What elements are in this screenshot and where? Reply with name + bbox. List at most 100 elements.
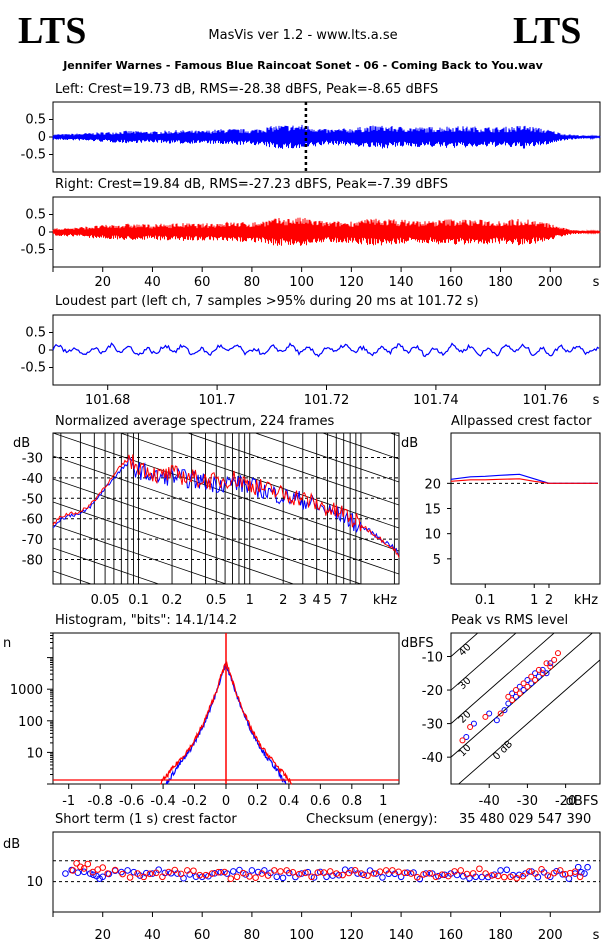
spectrum-slope-line bbox=[53, 0, 399, 91]
short-term-crest-point-left bbox=[273, 873, 281, 881]
short-term-crest-xtick-label: 180 bbox=[488, 928, 513, 943]
short-term-crest-point-right bbox=[69, 867, 77, 874]
short-term-crest-xtick-label: 20 bbox=[94, 928, 111, 943]
loudest-part-xtick-label: 101.72 bbox=[304, 393, 350, 408]
loudest-part-ytick-label: 0 bbox=[38, 343, 46, 358]
short-term-crest-point-right bbox=[119, 870, 126, 878]
short-term-crest-point-right bbox=[339, 871, 346, 879]
short-term-crest-point-right bbox=[413, 873, 421, 881]
short-term-crest-point-right bbox=[550, 869, 558, 877]
peak-rms-diagonal bbox=[451, 633, 594, 758]
peak-rms-point-left bbox=[535, 673, 542, 680]
file-title: Jennifer Warnes - Famous Blue Raincoat S… bbox=[63, 59, 543, 72]
peak-rms-point-right bbox=[516, 690, 523, 697]
loudest-part-title: Loudest part (left ch, 7 samples >95% du… bbox=[55, 294, 479, 309]
histogram-xtick-label: 0.6 bbox=[310, 794, 331, 809]
short-term-crest-point-right bbox=[177, 870, 185, 878]
short-term-crest-point-left bbox=[254, 868, 262, 876]
spectrum-slope-line bbox=[186, 433, 399, 506]
peak-rms-diagonal bbox=[457, 659, 600, 784]
spectrum-ylabel: dB bbox=[13, 436, 30, 451]
left-waveform-ytick-label: 0 bbox=[38, 130, 46, 145]
short-term-crest-point-right bbox=[202, 871, 210, 879]
allpass-crest-xtick-label: 0.1 bbox=[475, 593, 496, 608]
short-term-crest-point-right bbox=[420, 871, 427, 878]
spectrum-xtick-label: 2 bbox=[279, 593, 287, 608]
short-term-crest-point-right bbox=[382, 867, 390, 874]
short-term-crest-point-right bbox=[370, 870, 378, 877]
spectrum-slope-line bbox=[53, 203, 399, 321]
peak-rms-ytick-label: -10 bbox=[422, 650, 443, 665]
loudest-part-ytick-label: -0.5 bbox=[21, 361, 46, 376]
peak-rms-point-right bbox=[467, 723, 474, 730]
short-term-crest-point-right bbox=[239, 869, 247, 877]
short-term-crest-point-left bbox=[80, 868, 88, 876]
short-term-crest-point-right bbox=[463, 870, 471, 878]
left-waveform-ytick-label: 0.5 bbox=[25, 113, 46, 128]
histogram-xtick-label: 0 bbox=[222, 794, 230, 809]
checksum-label: Checksum (energy): bbox=[306, 812, 438, 827]
short-term-crest-xtick-label: 100 bbox=[289, 928, 314, 943]
right-waveform-trace bbox=[52, 217, 601, 246]
short-term-crest-point-left bbox=[298, 870, 305, 877]
peak-rms-point-right bbox=[535, 666, 542, 673]
spectrum-slope-line bbox=[321, 433, 399, 460]
short-term-crest-frame bbox=[52, 831, 601, 913]
histogram-xtick-label: 0.4 bbox=[279, 794, 300, 809]
short-term-crest-point-right bbox=[389, 867, 396, 874]
short-term-crest-point-right bbox=[376, 868, 384, 875]
allpass-crest-xunit: kHz bbox=[574, 593, 598, 608]
short-term-crest-point-left bbox=[379, 874, 386, 881]
spectrum-slope-line bbox=[53, 501, 295, 584]
peak-rms-xtick-label: -20 bbox=[555, 794, 576, 809]
peak-rms-point-right bbox=[520, 680, 527, 687]
histogram-xtick-label: -0.6 bbox=[119, 794, 144, 809]
histogram-title: Histogram, "bits": 14.1/14.2 bbox=[55, 613, 238, 628]
short-term-crest-point-left bbox=[341, 866, 349, 874]
short-term-crest-point-right bbox=[525, 868, 533, 875]
right-waveform-xtick-label: 160 bbox=[438, 275, 463, 290]
short-term-crest-point-left bbox=[316, 868, 324, 876]
allpass-crest-ytick-label: 20 bbox=[424, 477, 441, 492]
allpass-crest-xtick-label: 2 bbox=[545, 593, 553, 608]
short-term-crest-point-right bbox=[126, 874, 134, 881]
right-waveform-xtick-label: 60 bbox=[194, 275, 211, 290]
short-term-crest-xtick-label: 80 bbox=[244, 928, 261, 943]
short-term-crest-point-right bbox=[252, 874, 259, 881]
short-term-crest-point-right bbox=[146, 870, 154, 878]
spectrum-slope-line bbox=[53, 65, 399, 183]
allpass-crest-series-right bbox=[450, 478, 598, 484]
short-term-crest-point-left bbox=[372, 870, 380, 877]
short-term-crest-point-left bbox=[466, 874, 473, 882]
peak-rms-point-left bbox=[486, 710, 493, 717]
short-term-crest-point-right bbox=[171, 866, 179, 874]
short-term-crest-point-left bbox=[574, 863, 582, 871]
short-term-crest-point-right bbox=[326, 868, 334, 875]
histogram-xtick-label: 0.8 bbox=[341, 794, 362, 809]
short-term-crest-point-right bbox=[159, 873, 166, 881]
peak-rms-point-right bbox=[532, 676, 539, 683]
short-term-crest-point-right bbox=[482, 870, 489, 877]
short-term-crest-point-right bbox=[457, 867, 465, 874]
peak-rms-point-left bbox=[528, 680, 535, 687]
peak-rms-point-right bbox=[509, 697, 516, 704]
spectrum-xtick-label: 1 bbox=[246, 593, 254, 608]
short-term-crest-point-left bbox=[62, 870, 69, 877]
peak-rms-point-left bbox=[505, 700, 512, 707]
short-term-crest-point-right bbox=[571, 868, 579, 875]
spectrum-xtick-label: 4 bbox=[313, 593, 321, 608]
short-term-crest-point-right bbox=[208, 870, 216, 877]
short-term-crest-point-right bbox=[513, 874, 521, 882]
short-term-crest-point-left bbox=[124, 867, 131, 874]
spectrum-title: Normalized average spectrum, 224 frames bbox=[55, 414, 335, 429]
peak-rms-diagonal-label: 10 bbox=[457, 742, 474, 759]
allpass-crest-ytick-label: 5 bbox=[433, 553, 441, 568]
histogram-xtick-label: -0.2 bbox=[182, 794, 207, 809]
short-term-crest-point-left bbox=[149, 870, 156, 877]
peak-rms-point-left bbox=[539, 666, 546, 673]
short-term-crest-point-right bbox=[314, 869, 322, 876]
short-term-crest-point-left bbox=[528, 868, 535, 875]
short-term-crest-point-right bbox=[215, 868, 222, 876]
right-waveform-xtick-label: 80 bbox=[244, 275, 261, 290]
short-term-crest-point-right bbox=[80, 865, 88, 872]
